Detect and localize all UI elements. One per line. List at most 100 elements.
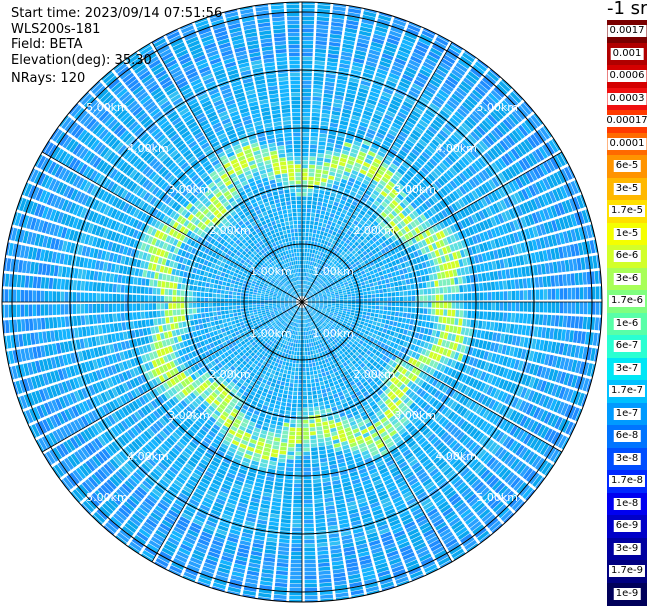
beta-cell <box>339 395 345 401</box>
beta-cell <box>315 349 319 354</box>
beta-cell <box>350 585 364 592</box>
beta-cell <box>216 293 221 298</box>
beta-cell <box>277 393 283 398</box>
beta-cell <box>320 409 326 414</box>
beta-cell <box>334 580 347 586</box>
beta-cell <box>469 414 478 424</box>
beta-cell <box>361 449 370 456</box>
beta-cell <box>384 508 396 516</box>
beta-cell <box>479 487 490 498</box>
beta-cell <box>437 556 451 566</box>
beta-cell <box>224 306 229 311</box>
beta-cell <box>468 441 478 452</box>
beta-cell <box>278 454 286 459</box>
beta-cell <box>443 309 448 316</box>
beta-cell <box>393 321 398 327</box>
beta-cell <box>455 393 463 402</box>
beta-cell <box>311 311 316 315</box>
beta-cell <box>303 427 309 432</box>
beta-cell <box>566 315 572 328</box>
beta-cell <box>515 336 521 347</box>
beta-cell <box>407 425 416 433</box>
beta-cell <box>422 392 430 400</box>
beta-cell <box>237 274 242 279</box>
beta-cell <box>323 337 327 342</box>
beta-cell <box>516 348 523 359</box>
beta-cell <box>494 446 504 458</box>
beta-cell <box>515 313 520 323</box>
beta-cell <box>288 366 292 371</box>
beta-cell <box>336 315 341 319</box>
beta-cell <box>356 494 366 500</box>
beta-cell <box>295 367 299 372</box>
beta-cell <box>380 323 385 328</box>
beta-cell <box>290 354 294 359</box>
beta-cell <box>209 288 213 293</box>
beta-cell <box>311 321 314 326</box>
beta-cell <box>205 312 210 318</box>
beta-cell <box>302 331 304 336</box>
beta-cell <box>220 294 225 298</box>
beta-cell <box>222 332 228 337</box>
beta-cell <box>397 391 405 399</box>
beta-cell <box>132 312 137 320</box>
beta-cell <box>384 542 396 550</box>
beta-cell <box>281 434 288 439</box>
beta-cell <box>229 271 235 276</box>
beta-cell <box>148 287 153 295</box>
beta-cell <box>318 570 331 575</box>
beta-cell <box>402 552 415 561</box>
beta-cell <box>291 539 302 544</box>
beta-cell <box>310 312 314 316</box>
beta-cell <box>339 302 344 304</box>
beta-cell <box>352 410 359 417</box>
beta-cell <box>211 273 217 279</box>
beta-cell <box>419 390 427 398</box>
beta-cell <box>66 328 71 340</box>
beta-cell <box>346 459 355 466</box>
beta-cell <box>457 505 470 516</box>
beta-cell <box>450 360 457 368</box>
beta-cell <box>380 497 391 505</box>
beta-cell <box>315 327 319 332</box>
beta-cell <box>4 273 10 287</box>
beta-cell <box>271 501 281 507</box>
beta-cell <box>417 379 425 387</box>
beta-cell <box>381 368 388 375</box>
beta-cell <box>454 318 459 326</box>
beta-cell <box>431 471 442 480</box>
beta-cell <box>460 384 468 394</box>
beta-cell <box>327 391 333 396</box>
beta-cell <box>575 302 580 314</box>
beta-cell <box>265 545 277 551</box>
beta-cell <box>200 297 205 302</box>
beta-cell <box>482 321 487 330</box>
beta-cell <box>283 348 287 353</box>
beta-cell <box>227 278 232 283</box>
beta-cell <box>419 521 431 531</box>
beta-cell <box>140 286 145 294</box>
beta-cell <box>340 358 346 364</box>
beta-cell <box>176 303 181 309</box>
beta-cell <box>306 327 309 332</box>
beta-cell <box>450 496 462 506</box>
beta-cell <box>391 355 397 361</box>
beta-cell <box>330 373 336 378</box>
beta-cell <box>322 481 332 487</box>
beta-cell <box>342 361 348 367</box>
beta-cell <box>37 318 42 330</box>
beta-cell <box>363 359 369 365</box>
beta-cell <box>492 415 501 426</box>
beta-cell <box>334 309 339 312</box>
beta-cell <box>381 319 386 324</box>
beta-cell <box>562 343 569 356</box>
beta-cell <box>305 351 308 356</box>
beta-cell <box>479 302 484 310</box>
beta-cell <box>394 311 399 317</box>
beta-cell <box>456 405 465 415</box>
beta-cell <box>172 309 177 316</box>
beta-cell <box>453 416 462 425</box>
beta-cell <box>272 299 277 301</box>
beta-cell <box>339 303 344 306</box>
